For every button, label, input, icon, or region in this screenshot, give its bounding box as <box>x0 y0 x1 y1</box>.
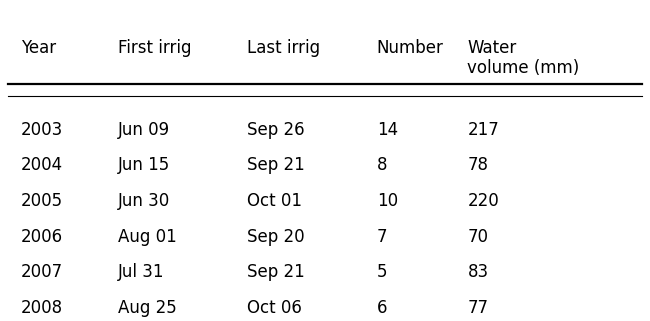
Text: 2007: 2007 <box>21 264 63 282</box>
Text: Oct 01: Oct 01 <box>248 192 302 210</box>
Text: Sep 26: Sep 26 <box>248 121 305 139</box>
Text: Year: Year <box>21 39 56 56</box>
Text: Jun 15: Jun 15 <box>118 156 170 174</box>
Text: Water
volume (mm): Water volume (mm) <box>467 39 580 77</box>
Text: 2004: 2004 <box>21 156 63 174</box>
Text: 2008: 2008 <box>21 299 63 317</box>
Text: 217: 217 <box>467 121 499 139</box>
Text: 2006: 2006 <box>21 228 63 246</box>
Text: Jul 31: Jul 31 <box>118 264 164 282</box>
Text: 70: 70 <box>467 228 488 246</box>
Text: Last irrig: Last irrig <box>248 39 320 56</box>
Text: 14: 14 <box>377 121 398 139</box>
Text: Number: Number <box>377 39 444 56</box>
Text: Aug 25: Aug 25 <box>118 299 177 317</box>
Text: 2003: 2003 <box>21 121 63 139</box>
Text: 5: 5 <box>377 264 387 282</box>
Text: 2005: 2005 <box>21 192 63 210</box>
Text: Aug 01: Aug 01 <box>118 228 177 246</box>
Text: 8: 8 <box>377 156 387 174</box>
Text: 220: 220 <box>467 192 499 210</box>
Text: 7: 7 <box>377 228 387 246</box>
Text: 78: 78 <box>467 156 488 174</box>
Text: Sep 20: Sep 20 <box>248 228 305 246</box>
Text: Jun 09: Jun 09 <box>118 121 170 139</box>
Text: Oct 06: Oct 06 <box>248 299 302 317</box>
Text: Sep 21: Sep 21 <box>248 156 305 174</box>
Text: Jun 30: Jun 30 <box>118 192 170 210</box>
Text: 83: 83 <box>467 264 489 282</box>
Text: 10: 10 <box>377 192 398 210</box>
Text: First irrig: First irrig <box>118 39 191 56</box>
Text: 6: 6 <box>377 299 387 317</box>
Text: 77: 77 <box>467 299 488 317</box>
Text: Sep 21: Sep 21 <box>248 264 305 282</box>
